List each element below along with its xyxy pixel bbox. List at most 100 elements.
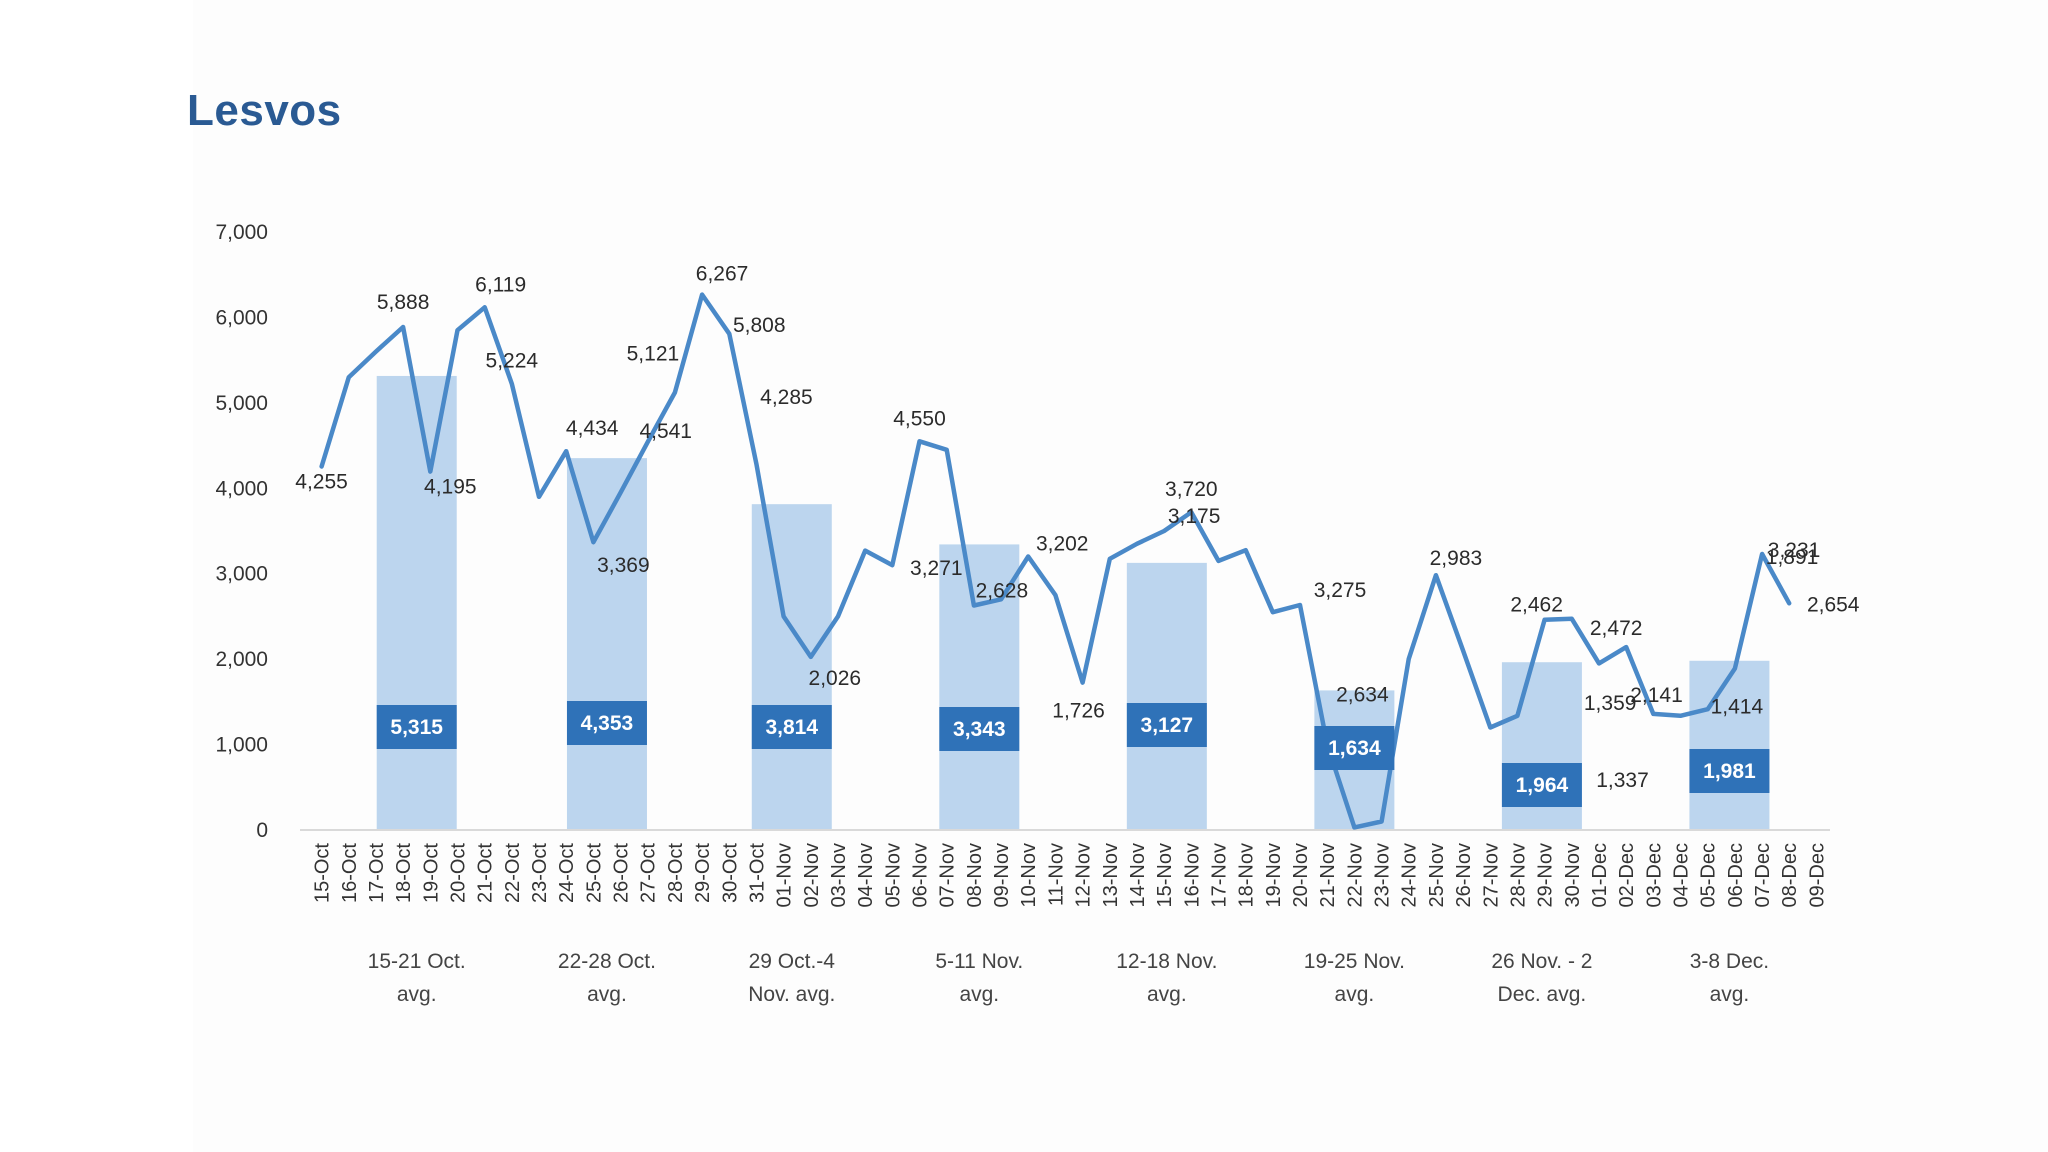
daily-data-label: 3,202 — [1036, 532, 1089, 555]
daily-data-label: 1,726 — [1052, 700, 1105, 723]
x-tick-label: 16-Nov — [1181, 843, 1203, 907]
daily-data-label: 6,119 — [475, 273, 526, 296]
x-tick-label: 04-Dec — [1671, 843, 1693, 907]
x-tick-label: 23-Oct — [529, 843, 551, 903]
x-tick-label: 10-Nov — [1018, 843, 1040, 907]
week-group-label: avg. — [587, 983, 627, 1006]
x-tick-label: 21-Oct — [475, 843, 497, 903]
weekly-avg-value: 1,964 — [1516, 774, 1569, 797]
daily-data-label: 2,983 — [1430, 547, 1483, 570]
daily-data-label: 4,550 — [893, 407, 946, 430]
x-tick-label: 07-Dec — [1752, 843, 1774, 907]
x-tick-label: 14-Nov — [1127, 843, 1149, 907]
x-tick-label: 24-Nov — [1399, 843, 1421, 907]
weekly-avg-value: 4,353 — [581, 712, 634, 735]
daily-data-label: 3,275 — [1314, 579, 1367, 602]
x-tick-label: 04-Nov — [855, 843, 877, 907]
weekly-avg-value-box — [751, 705, 832, 749]
x-tick-label: 08-Nov — [964, 843, 986, 907]
chart-panel — [193, 0, 2048, 1152]
week-group-label: 26 Nov. - 2 — [1491, 950, 1592, 973]
week-group-label: avg. — [1335, 983, 1375, 1006]
daily-data-label: 6,267 — [696, 263, 749, 286]
week-group-label: avg. — [1710, 983, 1750, 1006]
x-tick-label: 25-Oct — [583, 843, 605, 903]
x-tick-label: 12-Nov — [1073, 843, 1095, 907]
daily-data-label: 5,888 — [377, 291, 430, 314]
x-tick-label: 27-Nov — [1480, 843, 1502, 907]
x-tick-label: 06-Nov — [910, 843, 932, 907]
x-tick-label: 02-Nov — [801, 843, 823, 907]
daily-data-label: 4,285 — [760, 386, 813, 409]
daily-data-label: 1,359 — [1584, 692, 1637, 715]
daily-data-label: 4,195 — [424, 476, 477, 499]
weekly-avg-value-box — [566, 701, 647, 745]
week-group-label: 5-11 Nov. — [935, 950, 1023, 973]
x-tick-label: 13-Nov — [1100, 843, 1122, 907]
x-tick-label: 24-Oct — [556, 843, 578, 903]
weekly-avg-value: 3,814 — [765, 716, 818, 739]
week-group-label: avg. — [397, 983, 437, 1006]
weekly-avg-value-box — [1689, 749, 1770, 793]
week-group-label: 19-25 Nov. — [1304, 950, 1405, 973]
weekly-avg-value-box — [939, 707, 1020, 751]
x-tick-label: 21-Nov — [1317, 843, 1339, 907]
week-group-label: Nov. avg. — [748, 983, 835, 1006]
x-tick-label: 29-Nov — [1535, 843, 1557, 907]
weekly-avg-value-box — [1314, 726, 1395, 770]
x-tick-label: 28-Oct — [665, 843, 687, 903]
x-tick-label: 19-Nov — [1263, 843, 1285, 907]
x-tick-label: 11-Nov — [1045, 843, 1067, 906]
x-tick-label: 15-Nov — [1154, 843, 1176, 907]
x-tick-label: 30-Nov — [1562, 843, 1584, 907]
daily-data-label: 2,141 — [1630, 684, 1683, 707]
daily-data-label: 2,462 — [1510, 594, 1563, 617]
y-tick-label: 2,000 — [215, 648, 268, 671]
x-tick-label: 20-Oct — [447, 843, 469, 903]
daily-data-label: 2,472 — [1590, 617, 1643, 640]
x-tick-label: 22-Nov — [1344, 843, 1366, 907]
x-tick-label: 30-Oct — [719, 843, 741, 903]
weekly-avg-value: 5,315 — [390, 716, 443, 739]
x-tick-label: 07-Nov — [937, 843, 959, 907]
daily-data-label: 1,891 — [1766, 546, 1819, 569]
weekly-avg-value: 1,981 — [1703, 760, 1756, 783]
daily-data-label: 3,369 — [597, 554, 650, 577]
weekly-avg-bar — [1689, 660, 1770, 830]
daily-data-label: 3,271 — [910, 557, 963, 580]
x-tick-label: 17-Oct — [366, 843, 388, 903]
week-group-label: avg. — [959, 983, 999, 1006]
daily-data-label: 3,720 — [1165, 478, 1218, 501]
weekly-avg-bar — [751, 504, 832, 830]
x-tick-label: 05-Nov — [882, 843, 904, 907]
x-tick-label: 01-Dec — [1589, 843, 1611, 907]
weekly-avg-bar — [1126, 562, 1207, 830]
week-group-label: 12-18 Nov. — [1116, 950, 1217, 973]
weekly-avg-value: 3,343 — [953, 718, 1006, 741]
x-tick-label: 18-Nov — [1236, 843, 1258, 907]
y-tick-label: 5,000 — [215, 392, 268, 415]
y-tick-label: 0 — [256, 819, 268, 842]
weekly-avg-value-box — [1501, 763, 1582, 807]
y-tick-label: 6,000 — [215, 306, 268, 329]
x-tick-label: 22-Oct — [502, 843, 524, 903]
x-tick-label: 20-Nov — [1290, 843, 1312, 907]
week-group-label: 29 Oct.-4 — [749, 950, 836, 973]
week-group-label: 15-21 Oct. — [368, 950, 466, 973]
x-tick-label: 03-Nov — [828, 843, 850, 907]
y-tick-label: 3,000 — [215, 563, 268, 586]
daily-arrivals-line — [319, 292, 1792, 830]
y-tick-label: 1,000 — [215, 734, 268, 757]
weekly-avg-value: 1,634 — [1328, 737, 1381, 760]
x-tick-label: 26-Nov — [1453, 843, 1475, 907]
x-tick-label: 17-Nov — [1208, 843, 1230, 907]
x-tick-label: 26-Oct — [611, 843, 633, 903]
x-tick-label: 08-Dec — [1779, 843, 1801, 907]
week-group-label: avg. — [1147, 983, 1187, 1006]
daily-data-label: 2,634 — [1336, 683, 1389, 706]
x-tick-label: 27-Oct — [638, 843, 660, 903]
y-tick-label: 7,000 — [215, 221, 268, 244]
x-tick-label: 15-Oct — [312, 843, 334, 903]
weekly-avg-value-box — [1126, 703, 1207, 747]
